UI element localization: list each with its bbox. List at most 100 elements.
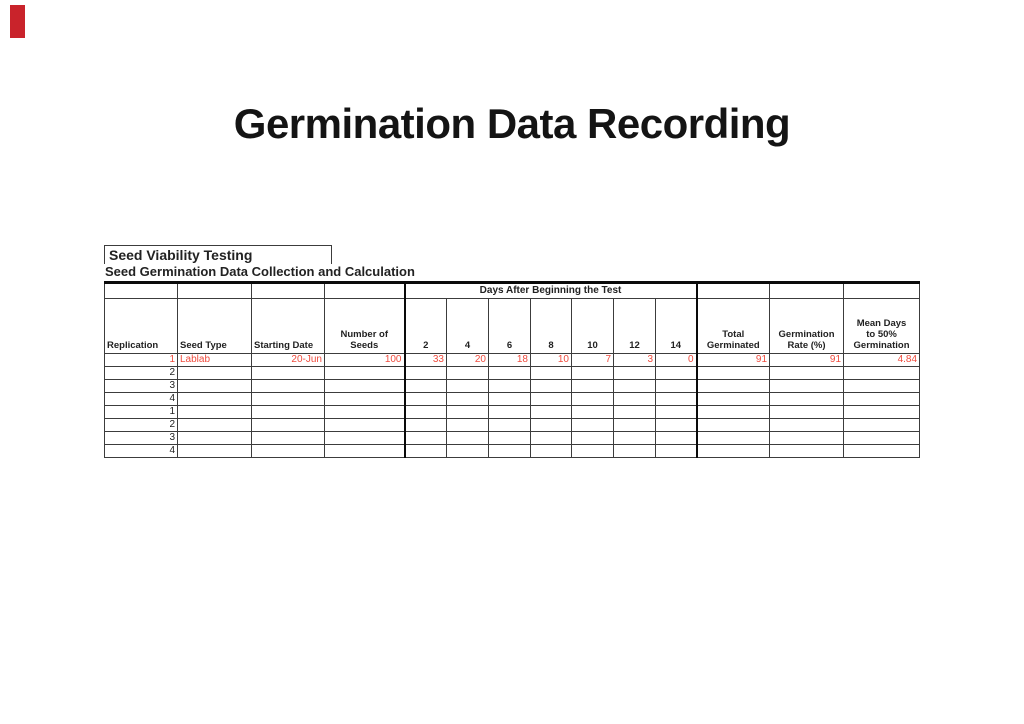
table-cell: 20-Jun	[251, 353, 325, 367]
table-cell	[613, 379, 656, 393]
table-cell	[403, 366, 447, 380]
table-cell	[654, 379, 698, 393]
table-row: 1 Lablab 20-Jun 100 33 20 18 10 7 3 0 91 91 4.84	[104, 353, 921, 367]
table-cell	[177, 418, 252, 432]
table-cell	[446, 405, 489, 419]
column-header-day-12: 12	[613, 298, 656, 354]
table-cell	[530, 418, 572, 432]
table-cell	[843, 405, 921, 419]
table-cell	[695, 379, 771, 393]
table-cell	[571, 405, 614, 419]
table-cell: 7	[571, 353, 614, 367]
table-cell	[251, 405, 325, 419]
table-cell	[613, 431, 656, 445]
table-cell	[613, 392, 656, 406]
table-cell	[695, 366, 771, 380]
column-header-seed-type: Seed Type	[177, 298, 252, 354]
table-cell: 1	[104, 353, 178, 367]
table-cell	[571, 379, 614, 393]
table-cell	[769, 379, 845, 393]
table-cell	[530, 392, 572, 406]
table-cell: 3	[104, 379, 178, 393]
germination-table-section: Seed Viability Testing Seed Germination …	[104, 245, 921, 458]
table-cell	[403, 444, 447, 458]
table-cell	[488, 405, 531, 419]
table-cell	[769, 405, 845, 419]
table-cell	[177, 379, 252, 393]
table-row: 1	[104, 405, 921, 419]
table-cell	[488, 379, 531, 393]
table-cell	[251, 366, 325, 380]
germination-data-table: Days After Beginning the Test Replicatio…	[104, 281, 921, 458]
table-cell	[403, 431, 447, 445]
empty-header-cell	[769, 282, 845, 299]
table-body: 1 Lablab 20-Jun 100 33 20 18 10 7 3 0 91 91 4.84 2 3 4 1 2…	[104, 353, 921, 458]
table-cell	[403, 379, 447, 393]
table-cell	[613, 444, 656, 458]
table-cell	[324, 366, 405, 380]
column-header-starting-date: Starting Date	[251, 298, 325, 354]
table-cell	[843, 418, 921, 432]
table-row: 2	[104, 366, 921, 380]
table-cell: 4	[104, 444, 178, 458]
table-cell	[251, 444, 325, 458]
table-cell	[843, 366, 921, 380]
table-cell	[446, 366, 489, 380]
table-cell: 20	[446, 353, 489, 367]
table-group-header-row: Days After Beginning the Test	[104, 282, 921, 299]
table-cell	[769, 392, 845, 406]
table-cell	[177, 366, 252, 380]
days-group-header: Days After Beginning the Test	[403, 282, 698, 299]
table-cell	[324, 379, 405, 393]
table-cell: 2	[104, 366, 178, 380]
table-cell	[695, 431, 771, 445]
table-column-header-row: Replication Seed Type Starting Date Numb…	[104, 298, 921, 354]
table-cell: 4	[104, 392, 178, 406]
table-cell	[695, 392, 771, 406]
table-cell	[843, 392, 921, 406]
table-cell	[251, 418, 325, 432]
table-cell: 18	[488, 353, 531, 367]
table-cell	[843, 431, 921, 445]
table-cell	[843, 444, 921, 458]
table-cell	[324, 405, 405, 419]
table-cell	[251, 379, 325, 393]
table-cell	[769, 418, 845, 432]
table-cell: 91	[695, 353, 771, 367]
column-header-day-10: 10	[571, 298, 614, 354]
table-cell	[613, 418, 656, 432]
column-header-mean-days: Mean Days to 50% Germination	[843, 298, 921, 354]
table-cell	[403, 418, 447, 432]
table-cell	[488, 392, 531, 406]
column-header-day-8: 8	[530, 298, 572, 354]
table-cell	[843, 379, 921, 393]
table-caption-subtitle: Seed Germination Data Collection and Cal…	[105, 264, 415, 279]
empty-header-cell	[177, 282, 252, 299]
table-cell	[571, 431, 614, 445]
table-cell	[177, 431, 252, 445]
column-header-total-germinated: Total Germinated	[695, 298, 771, 354]
table-cell	[177, 405, 252, 419]
table-cell: Lablab	[177, 353, 252, 367]
column-header-replication: Replication	[104, 298, 178, 354]
table-cell	[177, 444, 252, 458]
table-cell	[530, 366, 572, 380]
table-cell	[654, 405, 698, 419]
table-cell: 0	[654, 353, 698, 367]
column-header-germination-rate: Germination Rate (%)	[769, 298, 845, 354]
table-cell	[769, 444, 845, 458]
table-cell: 1	[104, 405, 178, 419]
table-cell	[446, 379, 489, 393]
table-cell	[654, 418, 698, 432]
table-row: 2	[104, 418, 921, 432]
table-cell: 100	[324, 353, 405, 367]
table-cell	[695, 444, 771, 458]
table-cell	[324, 392, 405, 406]
slide-title: Germination Data Recording	[233, 100, 791, 147]
table-cell	[488, 418, 531, 432]
table-cell	[530, 444, 572, 458]
table-cell	[530, 405, 572, 419]
empty-header-cell	[251, 282, 325, 299]
table-cell	[446, 392, 489, 406]
table-cell	[769, 431, 845, 445]
